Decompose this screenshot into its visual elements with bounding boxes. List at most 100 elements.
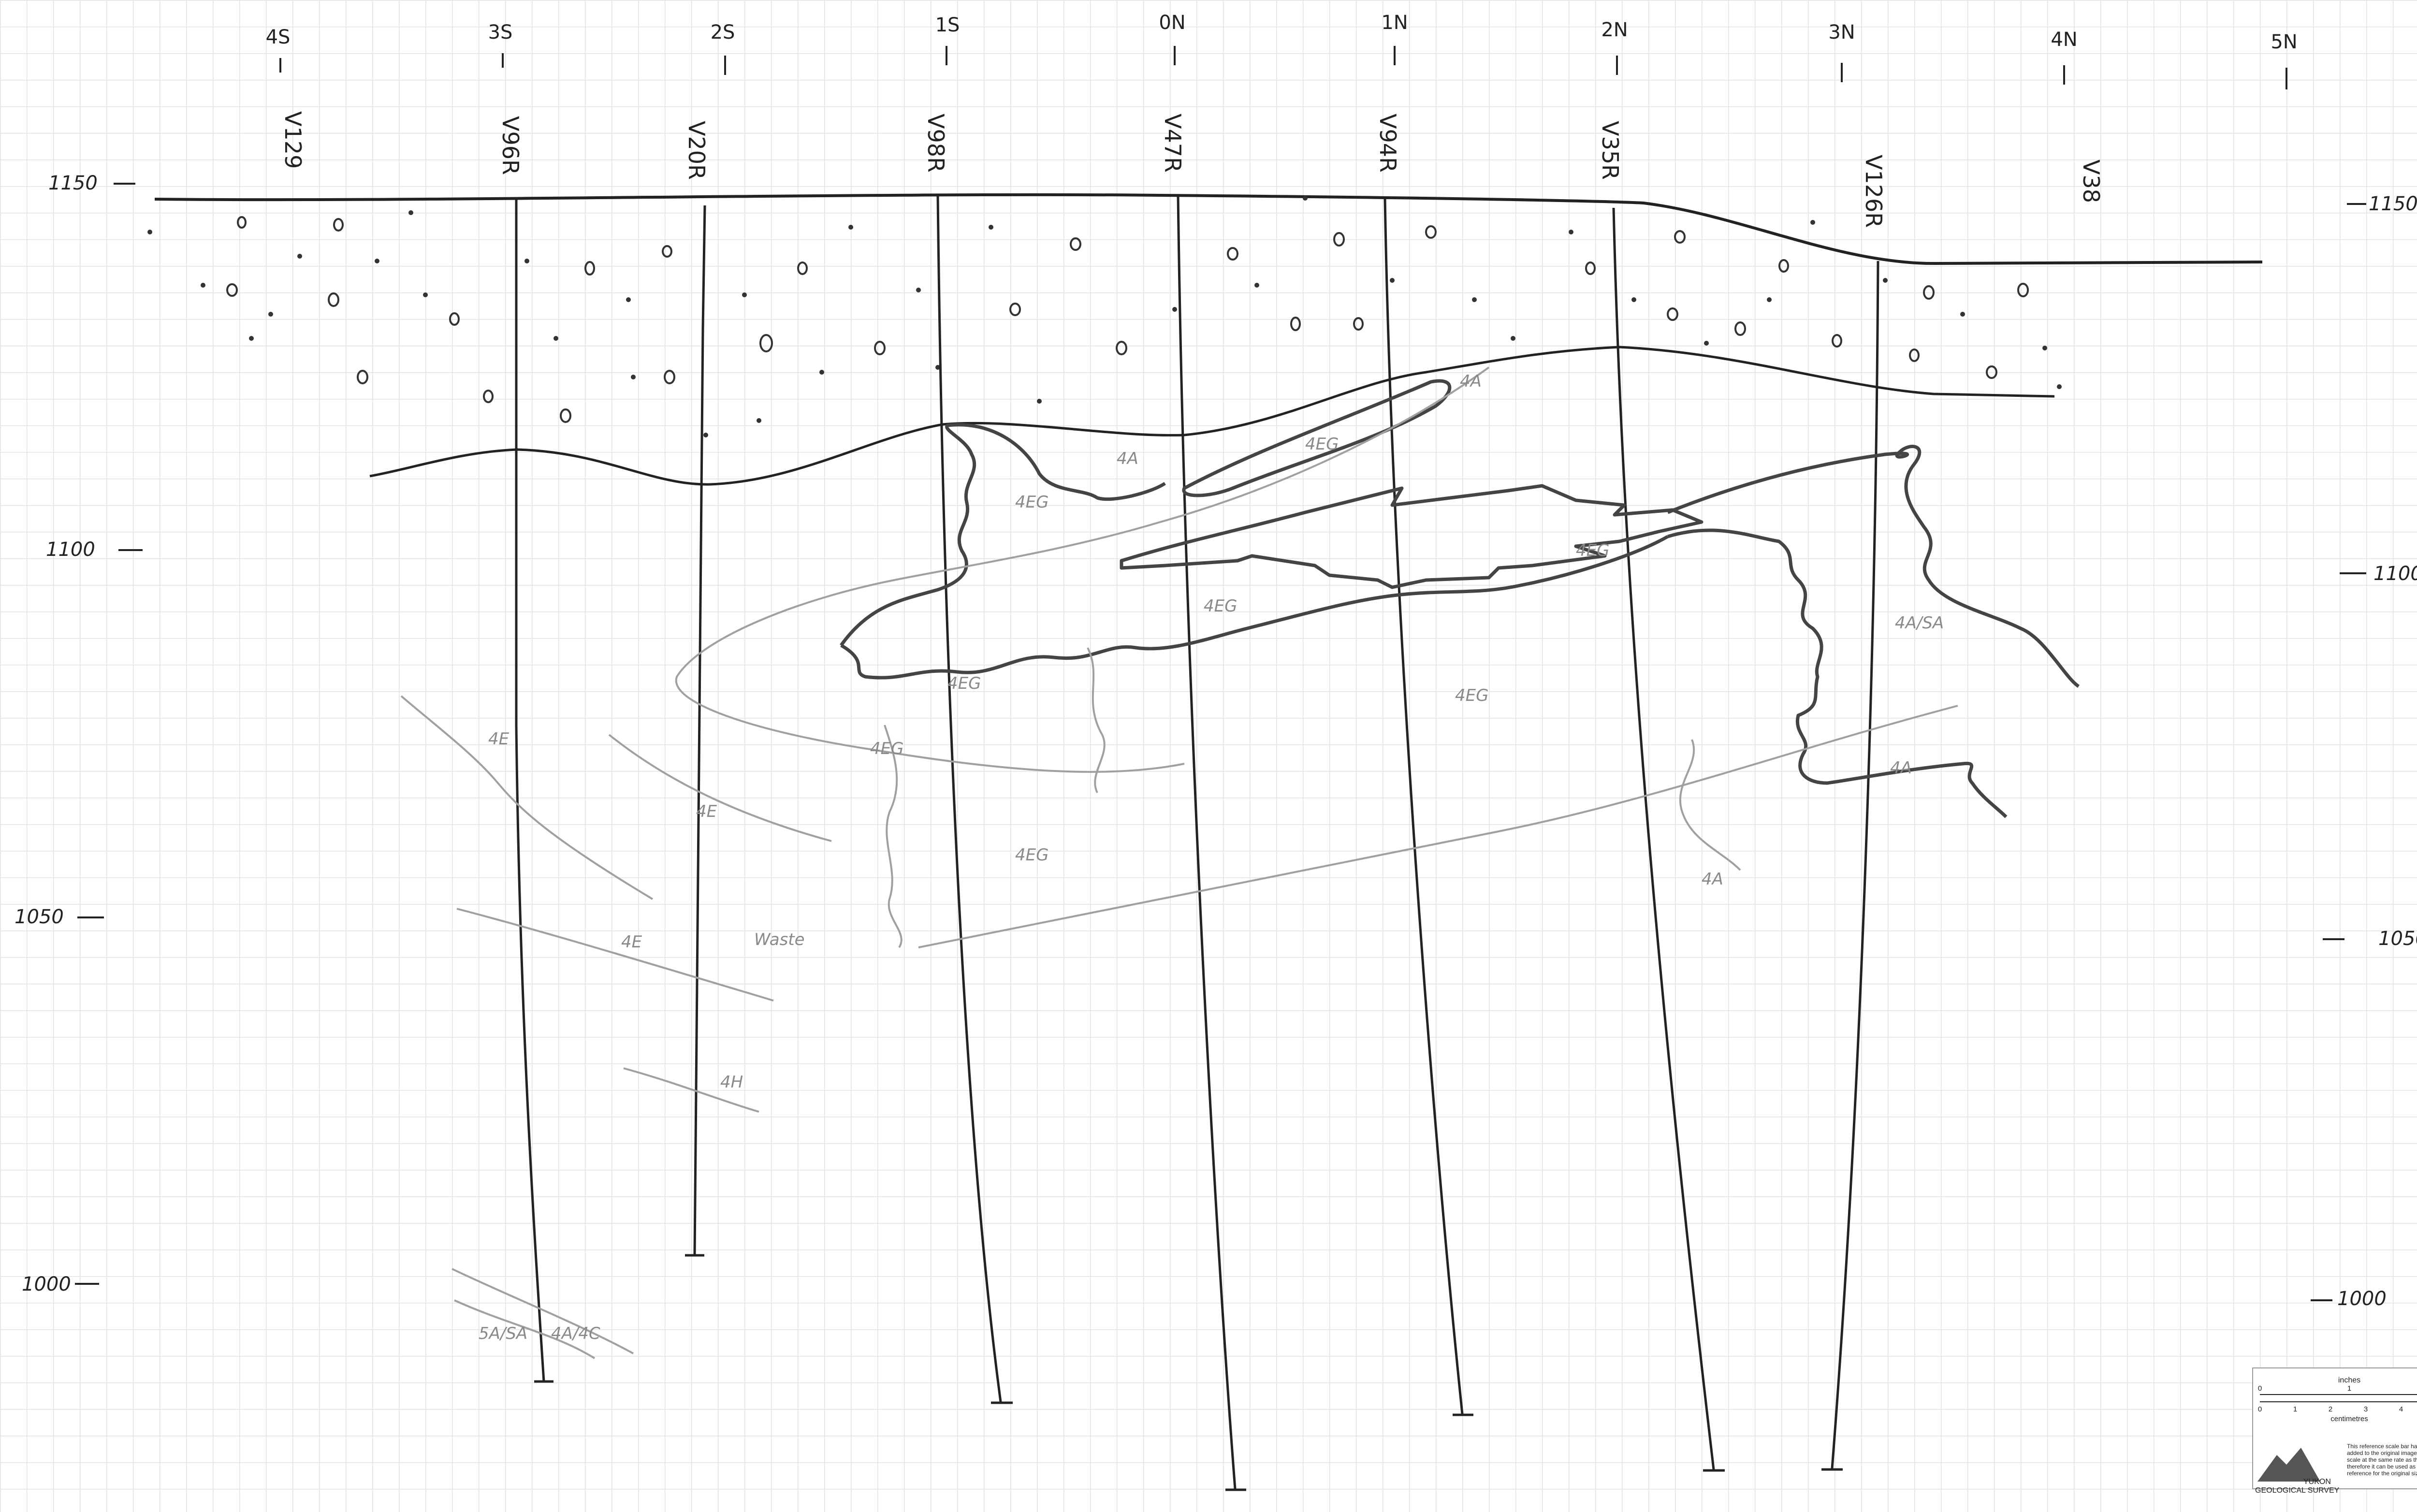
drill-trace-v35r [1612,207,1715,1470]
scale-bar-note: This reference scale bar has been added … [2347,1443,2417,1477]
unit-label: 4EG [1455,686,1488,705]
elevation-right-1000: 1000 [2337,1288,2387,1310]
faint-lower-envelope [918,705,1958,948]
grid-label-1n: 1N [1381,12,1408,34]
unit-label: 4EG [947,674,981,693]
grid-line-labels: 4S 3S 2S 1S 0N 1N 2N 3N 4N 5N [266,12,2298,53]
faint-deep-band [451,1268,634,1354]
svg-text:3: 3 [2364,1405,2368,1413]
faint-wavy-3 [1087,647,1106,793]
faint-west-band-2 [608,734,832,842]
grid-line-ticks [279,46,2287,89]
drill-trace-v47r [1177,195,1237,1489]
unit-label: 4A [1460,372,1482,391]
faint-fold-outline [675,366,1490,773]
svg-text:4: 4 [2399,1405,2403,1413]
org-name-line2: GEOLOGICAL SURVEY [2255,1486,2340,1495]
unit-label: 4EG [1305,435,1339,454]
unit-label: 5A/SA [479,1324,527,1343]
elevation-ticks-left [75,183,143,1285]
elevation-left-1100: 1100 [46,538,95,561]
unit-label: 4EG [870,739,903,758]
drill-hole-name-v94r: V94R [1375,114,1401,173]
faint-west-band-3 [456,908,774,1002]
faint-pencil-structures [400,366,1958,1359]
svg-text:1: 1 [2347,1384,2351,1393]
unit-label: 4E [621,932,642,952]
drill-hole-name-v38: V38 [2078,160,2104,203]
ore-zone-main [840,423,1669,680]
grid-label-3n: 3N [1828,21,1855,44]
inch-scale-ticks: 0 1 2 [2258,1384,2351,1393]
unit-label: 4H [720,1073,743,1092]
unit-label: 4EG [1015,845,1048,865]
elevation-left-1050: 1050 [15,906,64,928]
drill-hole-name-v129: V129 [280,111,306,169]
elevation-left-1000: 1000 [22,1273,71,1295]
overburden-unit [147,193,2263,486]
elevation-right-1100: 1100 [2373,563,2417,585]
unit-label: 4EG [1015,493,1048,512]
grid-label-5n: 5N [2271,31,2297,53]
unit-labels: 4A 4A 4EG 4EG 4EG 4EG 4EG 4EG 4EG 4EG 4E… [479,372,1944,1343]
grid-label-2s: 2S [711,21,735,44]
unit-label: 4A [1117,449,1138,468]
grid-label-4n: 4N [2051,29,2077,51]
unit-label: Waste [754,930,805,949]
unit-label: 4A/4C [551,1324,600,1343]
org-name-line1: YUKON [2303,1478,2331,1486]
drill-hole-name-v96r: V96R [497,116,524,175]
elevation-right-1150: 1150 [2369,193,2417,215]
faint-west-band-1 [400,695,654,900]
faint-west-band-4 [623,1067,759,1113]
unit-label: 4EG [1204,596,1237,616]
unit-label: 4E [696,802,717,821]
cm-scale-ticks: 0 1 2 3 4 5 [2258,1405,2403,1413]
ore-lens-middle [1120,484,1704,589]
elevation-right-1050: 1050 [2378,928,2417,950]
unit-label: 4A [1890,758,1912,778]
overburden-dots [147,196,2062,437]
scale-cm-label: centimetres [2330,1415,2368,1423]
drill-hole-name-v20r: V20R [684,121,710,180]
elevation-labels-left: 1150 1100 1050 1000 [15,172,98,1295]
grid-label-1s: 1S [935,14,960,36]
svg-text:1: 1 [2293,1405,2297,1413]
unit-label: 4E [488,729,510,749]
elevation-left-1150: 1150 [48,172,98,194]
grid-label-3s: 3S [488,21,513,44]
drill-hole-name-v126r: V126R [1861,155,1887,228]
overburden-clasts [226,216,2029,423]
unit-label: 4A/SA [1895,613,1944,633]
unit-label: 4EG [1576,541,1609,560]
topographic-surface [154,193,2263,265]
unit-label: 4A [1702,870,1723,889]
drill-trace-v98r [936,195,1002,1402]
ore-zone-outlines [840,379,2080,818]
faint-wavy-1 [884,725,903,948]
elevation-ticks-right [2311,203,2366,1301]
svg-text:2: 2 [2329,1405,2332,1413]
drill-hole-name-v98r: V98R [923,114,949,173]
drill-hole-name-v47r: V47R [1160,114,1186,173]
elevation-labels-right: 1150 1100 1050 1000 [2337,193,2417,1310]
overburden-base [369,346,2055,486]
grid-label-4s: 4S [266,26,291,48]
scale-inches-label: inches [2338,1376,2360,1384]
faint-deep-band-2 [454,1299,596,1359]
drill-trace-v20r [693,205,706,1255]
grid-label-2n: 2N [1601,19,1628,41]
drill-trace-v94r [1383,198,1464,1414]
drill-hole-names: V129 V96R V20R V98R V47R V94R V35R V126R… [280,111,2104,228]
drill-hole-name-v35r: V35R [1597,121,1623,180]
ore-zone-east [1667,445,2080,818]
drill-trace-v126r [1831,261,1879,1469]
grid-label-0n: 0N [1159,12,1185,34]
mountain-logo-icon [2257,1448,2320,1482]
reference-scale-bar: inches 0 1 2 0 1 2 3 4 5 centimetres YUK… [2252,1367,2417,1495]
ore-lens-upper [1182,379,1452,497]
faint-wavy-2 [1679,739,1741,871]
svg-text:0: 0 [2258,1384,2262,1393]
